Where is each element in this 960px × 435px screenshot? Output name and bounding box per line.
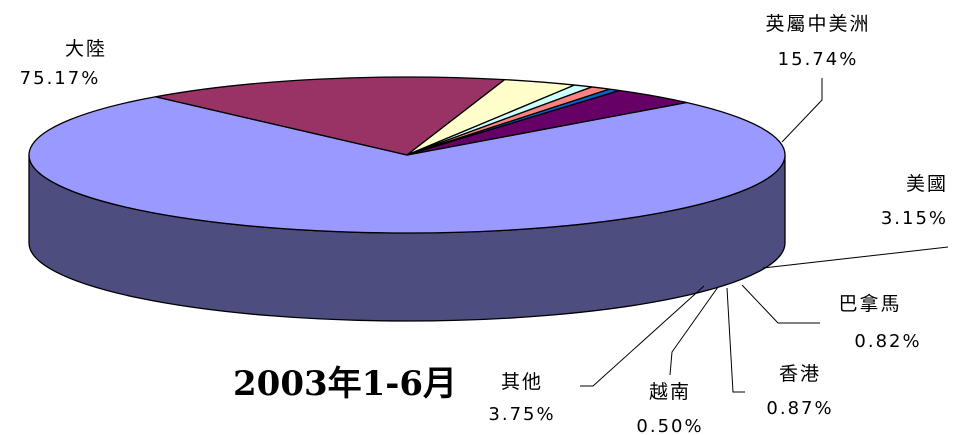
pie-tops [28, 76, 786, 234]
leader-lines [580, 78, 949, 393]
slice-name-label: 英屬中美洲 [765, 13, 870, 35]
leader-line-6 [580, 285, 705, 387]
slice-value-label: 15.74% [778, 49, 859, 70]
slice-top-6 [406, 89, 687, 156]
slice-value-label: 3.75% [488, 404, 555, 425]
slice-name-label: 香港 [779, 363, 821, 385]
slice-name-label: 美國 [906, 173, 948, 195]
slice-name-label: 大陸 [65, 38, 107, 60]
slice-labels: 大陸 75.17% 英屬中美洲 15.74% 美國 3.15% 巴拿馬 0.82% 香港 0.87… [20, 13, 948, 435]
slice-value-label: 3.15% [881, 208, 948, 229]
chart-title: 2003年1-6月 [233, 364, 457, 404]
leader-line-1 [781, 78, 823, 143]
slice-value-label: 0.50% [636, 416, 703, 435]
slice-top-1 [155, 76, 507, 156]
slice-value-label: 75.17% [20, 68, 101, 89]
slice-name-label: 其他 [501, 371, 543, 393]
slice-value-label: 0.82% [854, 331, 921, 352]
leader-line-5 [669, 286, 719, 376]
slice-value-label: 0.87% [766, 398, 833, 419]
slice-top-0 [28, 96, 786, 234]
leader-line-3 [741, 284, 820, 324]
leader-line-4 [726, 287, 745, 393]
slice-name-label: 巴拿馬 [838, 292, 901, 315]
slice-name-label: 越南 [649, 381, 691, 403]
leader-line-2 [762, 246, 949, 269]
